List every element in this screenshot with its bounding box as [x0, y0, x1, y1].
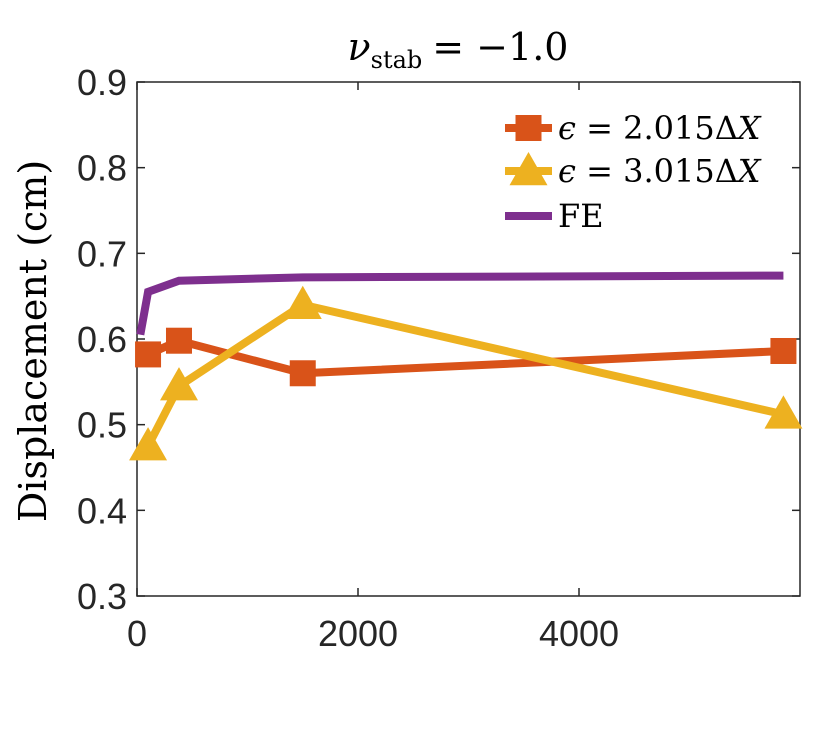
data-point-series-2 — [160, 367, 198, 400]
legend-label: ϵ = 3.015ΔX — [558, 152, 762, 190]
y-tick-label: 0.8 — [77, 148, 127, 189]
legend-label: FE — [558, 197, 604, 235]
title-symbol: ν — [348, 25, 371, 69]
y-axis-label: Displacement (cm) — [11, 160, 55, 522]
data-point-series-2 — [284, 286, 322, 319]
data-point-series-1 — [290, 360, 316, 386]
y-tick-label: 0.5 — [77, 405, 127, 446]
y-tick-label: 0.4 — [77, 490, 127, 531]
x-tick-label: 2000 — [318, 613, 398, 654]
y-tick-label: 0.7 — [77, 233, 127, 274]
legend-label: ϵ = 2.015ΔX — [558, 109, 762, 147]
y-tick-label: 0.9 — [77, 62, 127, 103]
title-rest: = −1.0 — [432, 25, 568, 69]
series-line-2 — [148, 305, 783, 446]
data-point-series-1 — [135, 341, 161, 367]
data-point-series-2 — [129, 427, 167, 460]
x-tick-label: 0 — [127, 613, 147, 654]
plot-area: 0.3 0.4 0.5 0.6 0.7 0.8 0.9 0 2000 4000 — [77, 62, 802, 654]
chart-title: νstab = −1.0 — [348, 25, 569, 74]
title-subscript: stab — [371, 46, 423, 74]
chart: νstab = −1.0 Displacement (cm) 0.30.40.50… — [0, 0, 830, 739]
svg-text:νstab= −1.0: νstab = −1.0 — [348, 25, 569, 74]
data-point-series-1 — [770, 338, 796, 364]
x-tick-label: 4000 — [539, 613, 619, 654]
series-line-3 — [140, 276, 783, 335]
legend-marker-1 — [516, 115, 542, 141]
y-tick-label: 0.3 — [77, 576, 127, 617]
y-tick-label: 0.6 — [77, 319, 127, 360]
data-point-series-1 — [166, 328, 192, 354]
legend: ϵ = 2.015ΔX ϵ = 3.015ΔX FE — [505, 109, 762, 235]
